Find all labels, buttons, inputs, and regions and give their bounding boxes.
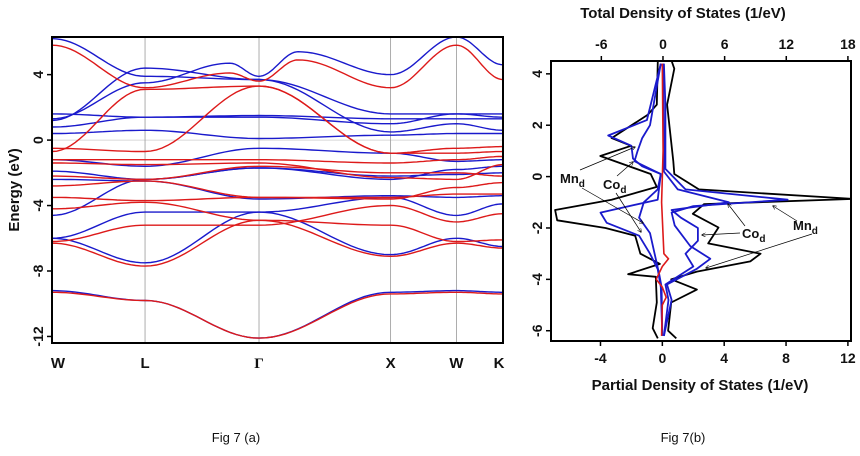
kpoint-label: L — [140, 355, 149, 372]
spin-down-band-line — [52, 85, 503, 154]
y-tick-label: 0 — [30, 136, 46, 144]
y-tick-label: 2 — [529, 121, 545, 129]
annotation-leader-line — [615, 192, 641, 232]
annotation-subscript: d — [812, 226, 818, 237]
spin-up-band-line — [52, 67, 503, 133]
annotation-text: Co — [603, 177, 620, 192]
annotation-text: Co — [742, 226, 759, 241]
annotation-leader-line — [702, 232, 741, 235]
annotation-text: Mn — [560, 171, 579, 186]
annotation-label: Cod — [603, 177, 626, 196]
caption-a: Fig 7 (a) — [212, 430, 260, 445]
annotation-subscript: d — [620, 185, 626, 196]
spin-down-band-line — [52, 219, 503, 267]
total-dos-line — [554, 61, 661, 339]
annotation-text: Mn — [793, 218, 812, 233]
plot-frame — [51, 36, 504, 344]
annotation-label: Mnd — [793, 218, 818, 237]
y-tick-label: -12 — [30, 326, 46, 346]
kpoint-label: X — [386, 355, 396, 372]
annotation-subscript: d — [759, 234, 765, 245]
bottom-x-tick-label: 0 — [658, 350, 666, 366]
spin-up-band-line — [52, 167, 503, 181]
co-d-pdos-line — [662, 63, 730, 337]
spin-down-band-line — [52, 155, 503, 164]
other-pdos-line — [655, 63, 670, 336]
y-tick-label: 4 — [30, 71, 46, 79]
spin-down-band-line — [52, 44, 503, 89]
spin-up-band-line — [52, 114, 503, 128]
partial-dos-axis-label: Partial Density of States (1/eV) — [592, 377, 809, 394]
annotation-leader-line — [706, 233, 813, 268]
kpoint-label: Γ — [254, 356, 264, 372]
annotation-leader-line — [616, 162, 633, 177]
co-d-pdos-line — [633, 63, 664, 336]
y-tick-label: -4 — [529, 273, 545, 286]
annotation-leader-line — [728, 204, 746, 227]
bottom-x-tick-label: 4 — [720, 350, 728, 366]
spin-down-band-line — [52, 291, 503, 339]
y-tick-label: 0 — [529, 172, 545, 180]
y-tick-label: -6 — [529, 324, 545, 337]
bottom-x-tick-label: -4 — [594, 350, 607, 366]
bands-group — [52, 37, 503, 339]
total-dos-line — [666, 61, 851, 340]
total-dos-axis-label: Total Density of States (1/eV) — [580, 5, 786, 22]
spin-down-band-line — [52, 201, 503, 243]
top-x-tick-label: -6 — [595, 36, 608, 52]
annotation-leader-line — [773, 206, 798, 222]
caption-b: Fig 7(b) — [661, 430, 706, 445]
top-x-tick-label: 18 — [840, 36, 856, 52]
mn-d-pdos-line — [599, 63, 664, 336]
spin-down-band-line — [52, 165, 503, 181]
annotation-label: Mnd — [560, 171, 585, 190]
kpoint-label: W — [51, 355, 66, 372]
plot-frame — [550, 60, 852, 342]
spin-up-band-line — [52, 37, 503, 120]
top-x-tick-label: 12 — [778, 36, 794, 52]
bottom-x-tick-label: 12 — [840, 350, 856, 366]
annotation-leader-line — [581, 187, 643, 223]
spin-down-band-line — [52, 180, 503, 199]
mn-d-pdos-line — [663, 63, 789, 337]
spin-up-band-line — [52, 196, 503, 239]
spin-down-band-line — [52, 204, 503, 243]
bottom-x-tick-label: 8 — [782, 350, 790, 366]
y-tick-label: -4 — [30, 199, 46, 212]
top-x-tick-label: 6 — [721, 36, 729, 52]
top-x-tick-label: 0 — [659, 36, 667, 52]
energy-axis-label: Energy (eV) — [6, 148, 23, 231]
annotation-label: Cod — [742, 226, 765, 245]
spin-up-band-line — [52, 129, 503, 140]
spin-down-band-line — [52, 162, 503, 181]
spin-down-band-line — [52, 85, 503, 154]
annotation-leader-line — [579, 147, 635, 171]
spin-up-band-line — [52, 211, 503, 264]
spin-up-band-line — [52, 37, 503, 118]
annotation-subscript: d — [579, 179, 585, 190]
spin-down-band-line — [52, 181, 503, 202]
kpoint-label: K — [494, 355, 505, 372]
spin-up-band-line — [52, 289, 503, 339]
spin-up-band-line — [52, 147, 503, 168]
kpoint-label: W — [449, 355, 464, 372]
band-structure-plot: W L Γ X W K 4 0 -4 -8 -12 — [30, 36, 505, 372]
dos-curves — [554, 61, 851, 340]
y-tick-label: -8 — [30, 265, 46, 278]
y-tick-label: 4 — [529, 70, 545, 78]
y-tick-label: -2 — [529, 222, 545, 235]
